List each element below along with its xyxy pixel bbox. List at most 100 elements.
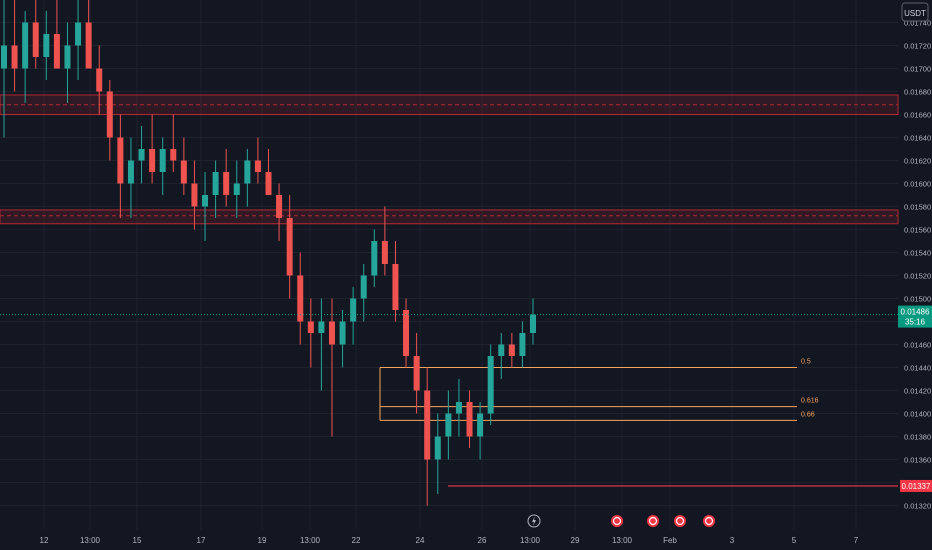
candle-body (244, 160, 251, 184)
candle-body (191, 183, 198, 207)
time-tick-label: Feb (663, 536, 677, 545)
dividend-icon-bg (611, 515, 623, 527)
price-tick-label: 0.01400 (904, 410, 931, 419)
price-tick-label: 0.01540 (904, 249, 931, 258)
price-tick-label: 0.01700 (904, 65, 931, 74)
time-axis-bg (0, 530, 932, 550)
time-tick-label: 5 (792, 536, 797, 545)
currency-badge-label: USDT (904, 9, 926, 18)
time-axis[interactable]: 12 13:00 15 17 19 13:00 22 24 26 13:00 29 13:00 Feb 3… (0, 530, 932, 550)
price-tick-label: 0.01660 (904, 111, 931, 120)
fib-levels[interactable]: 0.5 0.616 0.66 (379, 359, 819, 421)
candle-body (117, 137, 124, 184)
candle-body (202, 195, 209, 207)
candles (1, 0, 536, 506)
fib-label: 0.616 (801, 398, 819, 405)
price-tick-label: 0.01520 (904, 272, 931, 281)
candle-body (32, 22, 39, 57)
price-tick-label: 0.01420 (904, 387, 931, 396)
candle-body (96, 68, 103, 92)
resistance-zone[interactable] (0, 209, 899, 225)
candle-body (138, 149, 145, 161)
candle-body (508, 344, 515, 356)
time-tick-label: 29 (571, 536, 580, 545)
candle-body (75, 22, 82, 46)
price-tick-label: 0.01640 (904, 134, 931, 143)
resistance-zones[interactable] (0, 94, 899, 225)
alert-price-tag: 0.01337 (900, 479, 932, 492)
candle-body (149, 149, 156, 172)
candle-body (487, 356, 494, 414)
candle-body (106, 91, 113, 138)
candle-body (22, 22, 29, 69)
dividend-icon-bg (674, 515, 686, 527)
candle-body (360, 275, 367, 299)
time-tick-label: 13:00 (612, 536, 633, 545)
candle-body (477, 413, 484, 437)
time-tick-label: 13:00 (300, 536, 321, 545)
candle-body (212, 172, 219, 195)
candle-body (381, 241, 388, 264)
price-tick-label: 0.01380 (904, 433, 931, 442)
currency-badge[interactable]: USDT (901, 2, 929, 22)
candle-body (403, 310, 410, 356)
event-markers[interactable] (527, 514, 715, 528)
candle-body (455, 402, 462, 414)
candle-body (445, 413, 452, 437)
candle-body (170, 149, 177, 161)
candle-body (318, 321, 325, 333)
current-price-tag: 0.01486 35:16 (898, 305, 932, 328)
candle-body (328, 321, 335, 345)
candle-body (424, 390, 431, 460)
candle-body (1, 45, 7, 69)
candle-body (286, 218, 293, 276)
candle-body (434, 436, 441, 460)
candle-body (159, 149, 166, 172)
dividend-icon-bg (703, 515, 715, 527)
time-tick-label: 19 (258, 536, 267, 545)
dividend-icon-mark (612, 516, 622, 526)
dividend-icon-bg (647, 515, 659, 527)
countdown-timer: 35:16 (905, 318, 926, 327)
fib-label: 0.5 (801, 359, 811, 366)
fib-label: 0.66 (801, 411, 815, 418)
candle-body (254, 160, 261, 172)
candle-body (43, 34, 50, 57)
candle-body (392, 264, 399, 310)
dividend-icon[interactable] (647, 515, 659, 527)
dividend-icon[interactable] (611, 515, 623, 527)
time-tick-label: 24 (416, 536, 425, 545)
time-tick-label: 3 (730, 536, 735, 545)
candle-body (297, 275, 304, 322)
price-tick-label: 0.01560 (904, 226, 931, 235)
flash-icon-bolt (532, 516, 536, 526)
price-tick-label: 0.01680 (904, 88, 931, 97)
candle-body (11, 45, 18, 69)
candle-body (530, 314, 536, 333)
time-tick-label: 13:00 (80, 536, 101, 545)
time-tick-label: 13:00 (520, 536, 541, 545)
candle-body (127, 160, 134, 184)
dividend-icon[interactable] (703, 515, 715, 527)
flash-icon[interactable] (527, 514, 541, 528)
price-tick-label: 0.01460 (904, 341, 931, 350)
candle-body (519, 333, 526, 356)
alert-price-value: 0.01337 (902, 482, 931, 491)
candle-body (466, 402, 473, 437)
price-tick-label: 0.01440 (904, 364, 931, 373)
price-tick-label: 0.01580 (904, 203, 931, 212)
candle-body (350, 298, 357, 322)
candle-body (85, 22, 92, 69)
candle-body (339, 321, 346, 345)
price-axis[interactable]: 0.01740 0.01720 0.01700 0.01680 0.01660 0.016… (904, 19, 931, 511)
candle-body (223, 172, 230, 195)
dividend-icon-mark (704, 516, 714, 526)
candle-body (371, 241, 378, 276)
current-price-value: 0.01486 (901, 308, 930, 317)
dividend-icon[interactable] (674, 515, 686, 527)
dividend-icon-mark (675, 516, 685, 526)
grid (0, 0, 898, 530)
candle-body (64, 45, 71, 69)
